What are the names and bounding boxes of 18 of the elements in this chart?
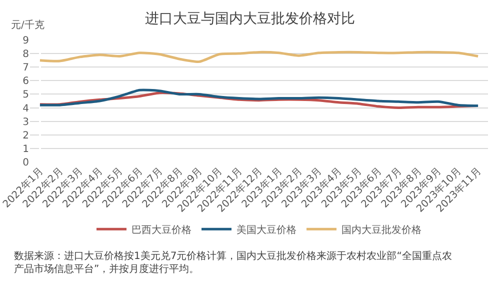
y-tick-label: 3 (22, 116, 29, 128)
y-tick-label: 7 (22, 62, 29, 74)
chart-title: 进口大豆与国内大豆批发价格对比 (145, 10, 355, 27)
legend-label: 巴西大豆价格 (132, 224, 192, 236)
y-tick-label: 8 (22, 49, 29, 60)
y-tick-label: 1 (22, 144, 29, 155)
y-tick-label: 2 (22, 130, 29, 142)
legend-label: 美国大豆价格 (236, 224, 296, 236)
source-note: 数据来源：进口大豆价格按1美元兑7元价格计算，国内大豆批发价格来源于农村农业部“全国重点农产品市场信息平台”，并按月度进行平均。 (14, 250, 452, 275)
y-tick-label: 5 (22, 90, 29, 101)
line-series (38, 88, 480, 107)
y-tick-label: 9 (22, 36, 29, 46)
y-tick-label: 0 (22, 158, 29, 168)
y-tick-label: 4 (22, 103, 29, 114)
line-series (38, 50, 480, 63)
y-tick-label: 6 (22, 76, 29, 88)
y-axis-title: 元/千克 (11, 19, 44, 31)
legend-label: 国内大豆批发价格 (342, 224, 422, 236)
